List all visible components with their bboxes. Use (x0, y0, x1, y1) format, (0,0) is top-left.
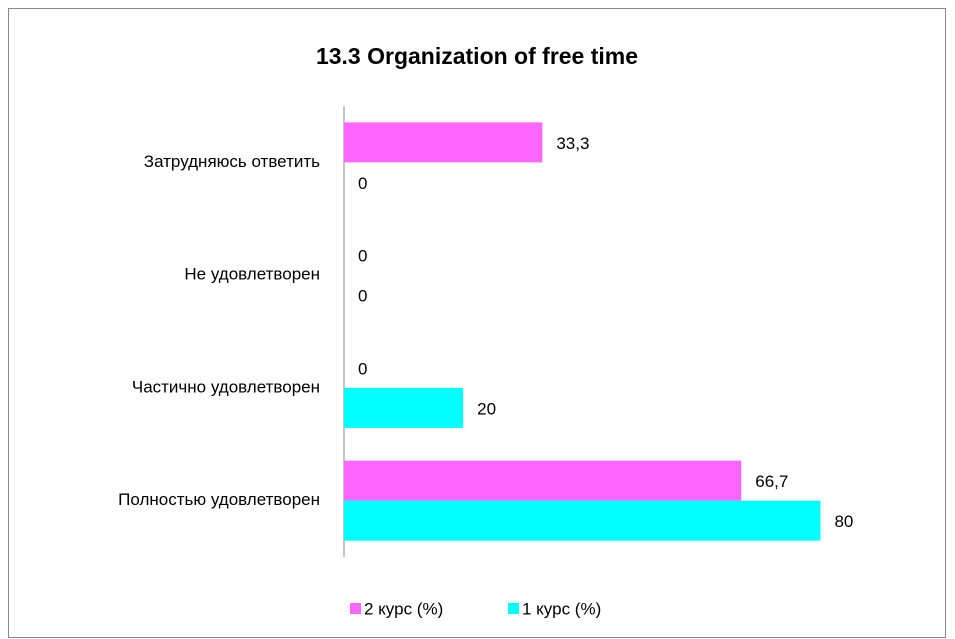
y-tick-label: Частично удовлетворен (132, 377, 320, 396)
y-tick-label: Затрудняюсь ответить (144, 152, 320, 171)
legend-label: 1 курс (%) (522, 599, 601, 618)
bar (344, 500, 821, 541)
data-label: 66,7 (755, 472, 788, 491)
data-label: 0 (358, 247, 367, 266)
data-label: 80 (834, 512, 853, 531)
chart-frame (8, 8, 946, 638)
legend-swatch (350, 603, 361, 614)
legend-label: 2 курс (%) (364, 599, 443, 618)
bar (344, 460, 742, 501)
y-tick-label: Полностью удовлетворен (118, 490, 320, 509)
data-label: 0 (358, 359, 367, 378)
data-label: 0 (358, 174, 367, 193)
data-label: 20 (477, 399, 496, 418)
data-label: 33,3 (556, 134, 589, 153)
bar (344, 387, 464, 428)
y-tick-label: Не удовлетворен (184, 265, 320, 284)
bar (344, 122, 543, 163)
data-label: 0 (358, 287, 367, 306)
legend-swatch (508, 603, 519, 614)
chart-title: 13.3 Organization of free time (316, 43, 638, 69)
